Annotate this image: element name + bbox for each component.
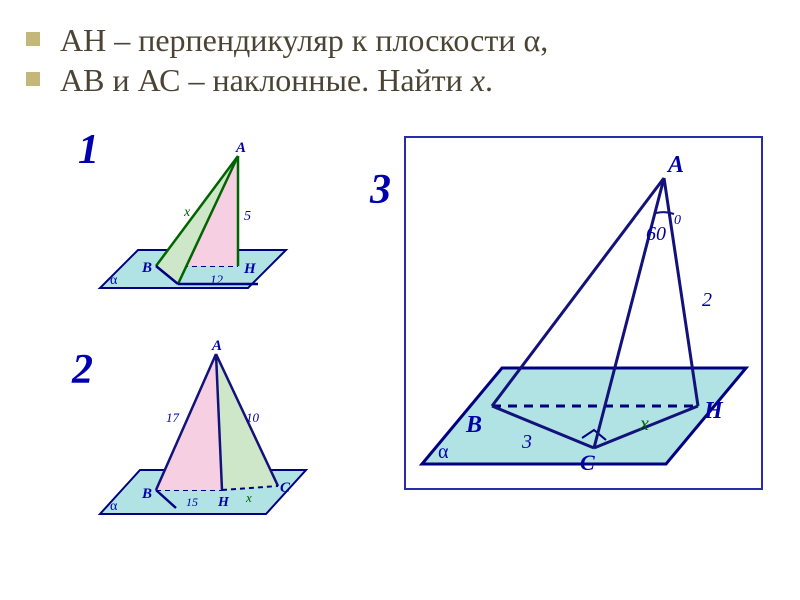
diagram-2-number: 2 [72,346,93,394]
page-title: АН – перпендикуляр к плоскости α, АВ и А… [60,20,740,100]
d1-alpha: α [110,273,118,288]
d2-A: А [211,338,222,354]
d3-B: В [465,412,482,438]
diagram-3-svg: А В С Н α 60 0 2 3 х [406,138,761,488]
d2-v17: 17 [166,410,180,425]
d2-H: Н [217,495,230,510]
diagram-1: 12 α В Н А х 5 [88,134,298,304]
d2-alpha: α [110,499,118,514]
title-line2-b: . [485,62,493,98]
title-line1: АН – перпендикуляр к плоскости α, [60,22,548,58]
d2-v10: 10 [246,410,260,425]
d1-A: А [235,140,246,156]
d1-x: х [183,205,191,220]
d1-H: Н [243,261,257,277]
d3-v3: 3 [521,431,532,453]
d3-vdeg: 0 [674,213,681,228]
d2-C: С [280,480,291,496]
d3-H: Н [703,398,724,424]
d3-x: х [639,413,649,435]
diagram-2-svg: А В Н С α 17 10 15 х [82,330,322,530]
d3-A: А [666,152,684,178]
d2-x: х [245,490,252,505]
d2-B: В [141,486,152,502]
d3-alpha: α [438,441,449,463]
d1-B: В [141,260,152,276]
diagram-1-svg: 12 α В Н А х 5 [88,134,298,304]
title-line2-a: АВ и АС – наклонные. Найти [60,62,471,98]
d1-val-12: 12 [210,272,224,287]
title-var-x: х [471,62,485,98]
diagram-3: А В С Н α 60 0 2 3 х [404,136,763,490]
diagram-2: А В Н С α 17 10 15 х [82,330,322,530]
d3-C: С [580,450,595,475]
d1-val-5: 5 [244,209,251,224]
bullet-2 [26,72,40,86]
diagram-3-number: 3 [370,166,391,214]
bullet-1 [26,32,40,46]
d2-v15: 15 [186,495,198,509]
d3-v60: 60 [646,223,666,245]
diagram-1-number: 1 [78,126,99,174]
d3-v2: 2 [702,289,712,311]
